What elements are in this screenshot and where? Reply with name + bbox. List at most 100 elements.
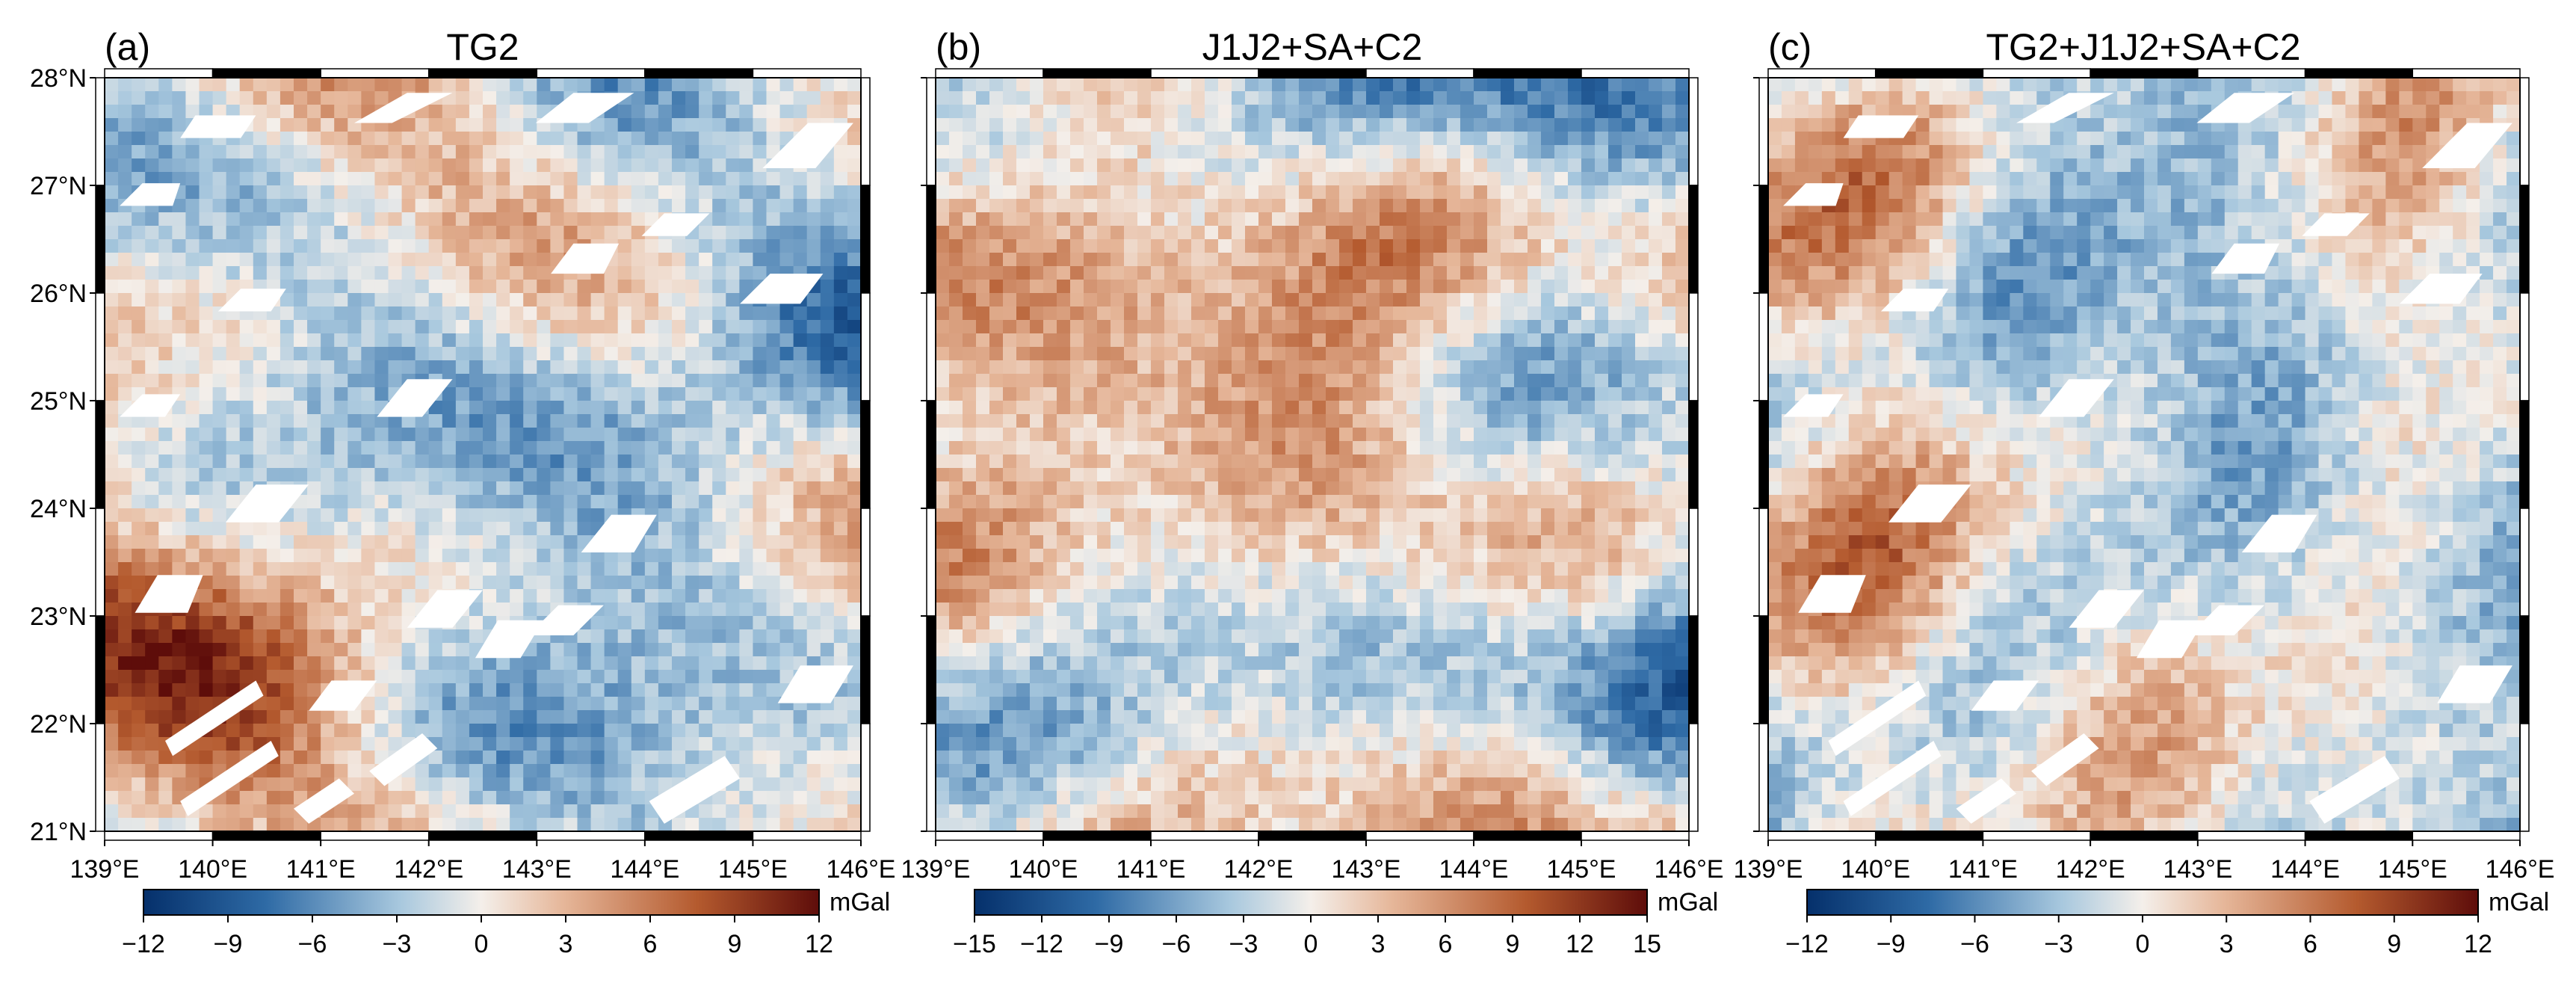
map-cell xyxy=(1057,185,1071,200)
map-cell xyxy=(415,428,430,442)
map-cell xyxy=(374,414,389,428)
map-cell xyxy=(833,293,848,307)
map-cell xyxy=(253,78,268,92)
map-cell xyxy=(1299,280,1313,294)
map-cell xyxy=(699,199,713,213)
map-cell xyxy=(172,78,187,92)
map-cell xyxy=(1433,455,1448,469)
map-cell xyxy=(118,91,132,105)
map-cell xyxy=(118,266,132,280)
map-cell xyxy=(483,724,497,738)
map-cell xyxy=(820,603,835,617)
map-cell xyxy=(145,670,159,684)
map-cell xyxy=(1406,266,1421,280)
map-cell xyxy=(1326,239,1340,253)
map-cell xyxy=(604,670,619,684)
map-cell xyxy=(820,226,835,240)
map-cell xyxy=(442,387,457,401)
map-cell xyxy=(1030,306,1044,321)
map-cell xyxy=(712,589,726,603)
map-cell xyxy=(631,118,646,132)
map-cell xyxy=(936,387,950,401)
y-tick-label: 21°N xyxy=(30,818,87,846)
map-cell xyxy=(294,535,308,549)
map-cell xyxy=(1191,212,1205,227)
map-cell xyxy=(1595,280,1609,294)
map-cell xyxy=(537,656,551,671)
map-cell xyxy=(1137,145,1152,159)
map-cell xyxy=(976,333,990,348)
map-cell xyxy=(1245,145,1259,159)
map-cell xyxy=(1137,78,1152,92)
colorbar-tick-label: −12 xyxy=(122,930,165,958)
map-cell xyxy=(1003,481,1017,496)
map-cell xyxy=(172,441,187,455)
map-cell xyxy=(658,710,673,724)
map-cell xyxy=(577,818,592,832)
map-cell xyxy=(1541,280,1555,294)
map-cell xyxy=(1568,239,1582,253)
map-cell xyxy=(726,751,740,765)
map-cell xyxy=(1380,239,1394,253)
map-cell xyxy=(239,401,254,415)
map-cell xyxy=(348,804,362,819)
map-cell xyxy=(510,589,524,603)
map-cell xyxy=(604,374,619,388)
map-cell xyxy=(779,522,794,536)
map-cell xyxy=(1137,132,1152,146)
map-cell xyxy=(590,306,605,321)
map-cell xyxy=(172,629,187,644)
map-cell xyxy=(753,522,767,536)
map-cell xyxy=(847,387,862,401)
map-cell xyxy=(753,643,767,657)
map-cell xyxy=(726,280,740,294)
map-cell xyxy=(1191,172,1205,186)
map-cell xyxy=(388,253,403,267)
map-cell xyxy=(766,347,781,361)
map-cell xyxy=(185,414,200,428)
map-cell xyxy=(1137,239,1152,253)
map-cell xyxy=(1057,414,1071,428)
map-cell xyxy=(212,589,227,603)
map-cell xyxy=(1447,468,1461,482)
map-cell xyxy=(1030,132,1044,146)
map-cell xyxy=(1258,306,1273,321)
map-cell xyxy=(118,508,132,523)
map-cell xyxy=(1675,145,1690,159)
map-cell xyxy=(766,320,781,334)
map-cell xyxy=(963,105,977,119)
map-cell xyxy=(1393,158,1407,173)
map-cell xyxy=(510,293,524,307)
map-cell xyxy=(1635,455,1649,469)
map-cell xyxy=(604,387,619,401)
map-cell xyxy=(1581,105,1596,119)
map-cell xyxy=(1662,428,1676,442)
map-cell xyxy=(374,158,389,173)
map-cell xyxy=(537,455,551,469)
map-cell xyxy=(199,549,214,563)
map-cell xyxy=(1554,105,1569,119)
map-cell xyxy=(1380,132,1394,146)
map-cell xyxy=(1124,266,1138,280)
map-cell xyxy=(753,481,767,496)
map-cell xyxy=(483,656,497,671)
map-cell xyxy=(753,535,767,549)
map-cell xyxy=(428,158,443,173)
map-cell xyxy=(1299,306,1313,321)
map-cell xyxy=(523,158,537,173)
map-cell xyxy=(1433,347,1448,361)
map-cell xyxy=(1406,158,1421,173)
map-cell xyxy=(644,266,659,280)
map-cell xyxy=(132,428,146,442)
map-cell xyxy=(699,495,713,509)
map-cell xyxy=(753,710,767,724)
map-cell xyxy=(1272,374,1286,388)
map-cell xyxy=(1433,280,1448,294)
map-cell xyxy=(361,710,376,724)
map-cell xyxy=(266,320,281,334)
map-cell xyxy=(672,320,686,334)
map-cell xyxy=(537,199,551,213)
map-cell xyxy=(1326,401,1340,415)
map-cell xyxy=(469,791,484,805)
map-cell xyxy=(212,158,227,173)
